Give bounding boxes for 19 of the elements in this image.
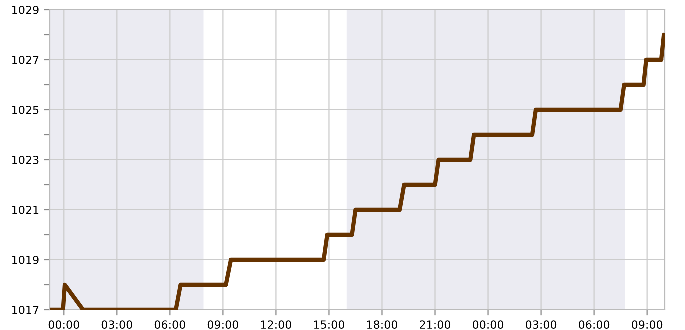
y-tick-label: 1027 (12, 56, 39, 64)
x-tick-label: 09:00 (208, 320, 238, 330)
y-tick-label: 1021 (12, 206, 39, 214)
x-tick-label: 21:00 (420, 320, 451, 330)
x-tick-label: 15:00 (314, 320, 344, 330)
x-tick-label: 00:00 (473, 320, 504, 330)
x-tick-label: 06:00 (579, 320, 610, 330)
x-tick-label: 09:00 (632, 320, 663, 330)
y-tick-label: 1019 (12, 256, 39, 264)
x-tick-label: 18:00 (367, 320, 398, 330)
x-tick-label: 03:00 (526, 320, 557, 330)
x-tick-label: 06:00 (154, 320, 186, 330)
y-tick-label: 1029 (12, 6, 39, 14)
y-tick-label: 1017 (12, 306, 39, 314)
x-tick-label: 03:00 (102, 320, 132, 330)
y-tick-label: 1023 (12, 156, 39, 164)
x-tick-label: 12:00 (261, 320, 292, 330)
y-tick-label: 1025 (12, 106, 39, 114)
x-tick-label: 00:00 (48, 320, 80, 330)
